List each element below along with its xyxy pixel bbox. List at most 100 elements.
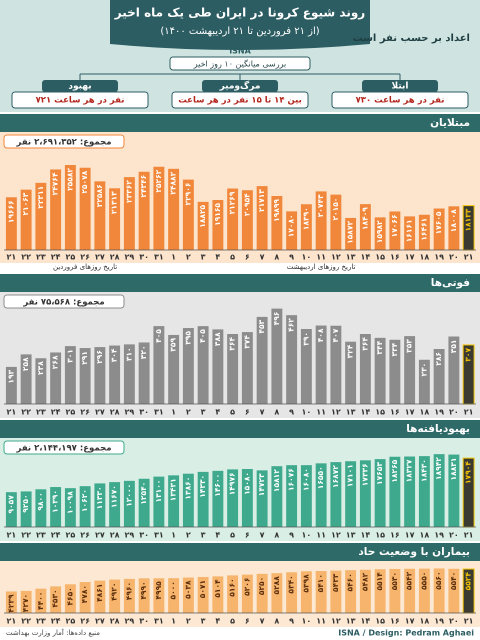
x-tick-label: ۱۸ [419, 531, 429, 540]
value-label: ۱۵۸۱۲ [272, 469, 281, 492]
x-tick-label: ۲۵ [65, 617, 75, 626]
x-tick-label: ۶ [245, 617, 250, 626]
x-tick-label: ۷ [260, 253, 265, 262]
x-tick-label: ۳۰ [139, 531, 149, 540]
value-label: ۱۶۸۷۲ [331, 465, 340, 488]
value-label: ۱۵۸۷۲ [346, 221, 355, 244]
x-tick-label: ۱۶ [390, 253, 400, 262]
value-label: ۵۱۶۰ [228, 578, 237, 596]
bar [404, 336, 416, 404]
value-label: ۲۲۹۰۶ [183, 183, 192, 206]
value-label: ۲۳۰ [419, 363, 428, 377]
bar [79, 582, 91, 613]
value-label: ۵۰۳۸ [183, 580, 192, 599]
value-label: ۱۹۱۶۵ [213, 203, 222, 226]
box-title: مرگ‌ومیر [219, 80, 261, 92]
bar [256, 316, 268, 404]
value-label: ۹۸۰۰ [36, 492, 45, 510]
bar [300, 204, 312, 250]
x-tick-label: ۳۰ [139, 408, 149, 417]
x-tick-label: ۱۹ [434, 253, 444, 262]
x-tick-label: ۲۵ [65, 253, 75, 262]
x-tick-label: ۶ [245, 253, 250, 262]
bar [404, 456, 416, 527]
bar [271, 196, 283, 250]
panel-total: مجموع: ۷۵،۵۶۸ نفر [22, 298, 104, 308]
x-tick-label: ۱۶ [390, 408, 400, 417]
bar [256, 470, 268, 527]
value-label: ۵۵۴۲ [405, 571, 414, 590]
x-tick-label: ۱۲ [331, 617, 341, 626]
x-tick-label: ۱۲ [331, 253, 341, 262]
bar [5, 591, 17, 613]
x-tick-label: ۲۷ [95, 253, 105, 262]
value-label: ۹۲۵۰ [21, 494, 30, 512]
bar [212, 329, 224, 404]
value-label: ۵۴۸۲ [360, 572, 369, 591]
value-label: ۳۰۱ [65, 349, 74, 363]
x-tick-label: ۹ [289, 408, 294, 417]
bar [50, 487, 62, 527]
x-tick-label: ۱۵ [375, 408, 385, 417]
value-label: ۴۹۹۵ [154, 581, 163, 600]
x-tick-label: ۱۴ [360, 617, 370, 626]
bar [50, 352, 62, 404]
x-tick-label: ۲۲ [21, 408, 31, 417]
bar [359, 204, 371, 250]
value-label: ۲۴۳۴۶ [139, 175, 148, 198]
bar [374, 337, 386, 404]
value-label: ۵۴۳۳ [331, 573, 340, 592]
bar [138, 171, 150, 250]
x-tick-label: ۱۰ [301, 617, 311, 626]
x-tick-label: ۲۱ [6, 531, 16, 540]
value-label: ۱۳۱۰۰ [154, 480, 163, 503]
bar [404, 216, 416, 250]
value-label: ۵۵۵۰ [419, 572, 428, 590]
bar [212, 470, 224, 527]
value-label: ۱۴۹۷۶ [228, 472, 237, 495]
bar [79, 167, 91, 250]
panel-header [0, 274, 480, 292]
value-label: ۱۴۷۲۳ [257, 473, 266, 496]
x-tick-label: ۲۶ [80, 408, 90, 417]
box-body [171, 91, 309, 109]
average-title: بررسی میانگین ۱۰ روز اخیر [193, 59, 287, 69]
value-label: ۱۶۰۷۶ [287, 468, 296, 491]
bar [5, 366, 17, 404]
total-box [3, 440, 125, 455]
x-tick-label: ۵ [230, 531, 235, 540]
bar [345, 341, 357, 404]
value-label: ۵۰۰۰ [169, 581, 178, 599]
title: روند شیوع کرونا در ایران طی یک ماه اخیر [114, 6, 366, 21]
x-tick-label: ۲۰ [449, 408, 459, 417]
value-label: ۱۳۴۳۱ [169, 478, 178, 501]
bar [168, 168, 180, 250]
value-label: ۱۶۴۶۱ [419, 218, 428, 241]
x-tick-label: ۹ [289, 531, 294, 540]
panel-header [0, 543, 480, 561]
bar [227, 575, 239, 613]
x-tick-label: ۲۱ [6, 253, 16, 262]
value-label: ۱۸۳۹۰ [301, 207, 310, 230]
bar [197, 201, 209, 250]
bar [300, 329, 312, 404]
bar [241, 332, 253, 404]
x-tick-label: ۱۷ [405, 253, 415, 262]
value-label: ۴۷۸۰ [80, 585, 89, 603]
x-tick-label: ۲۱ [6, 408, 16, 417]
value-label: ۱۵۹۸۲ [375, 220, 384, 243]
x-tick-label: ۱۵ [375, 617, 385, 626]
x-tick-label: ۲۱ [464, 253, 474, 262]
bar [20, 590, 32, 613]
bar [374, 569, 386, 613]
value-label: ۲۰۷۴۳ [316, 194, 325, 217]
bar [433, 454, 445, 527]
x-tick-label: ۴ [215, 253, 220, 262]
value-label: ۳۳۴ [390, 342, 399, 356]
bar [138, 478, 150, 527]
bar [50, 586, 62, 613]
x-tick-label: ۲۷ [95, 617, 105, 626]
x-tick-label: ۲۷ [95, 531, 105, 540]
x-tick-label: ۱۶ [390, 531, 400, 540]
x-tick-label: ۲ [186, 617, 191, 626]
